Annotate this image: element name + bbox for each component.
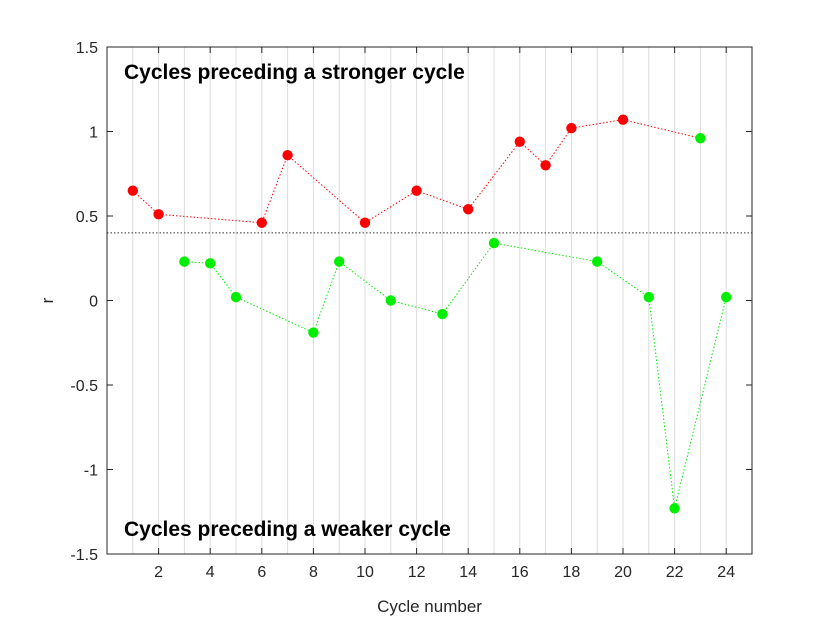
x-tick-label: 10 bbox=[356, 564, 374, 581]
y-tick-label: -1.5 bbox=[70, 547, 98, 564]
x-tick-label: 8 bbox=[309, 564, 318, 581]
y-tick-label: 0.5 bbox=[76, 209, 98, 226]
data-point-weaker bbox=[385, 295, 396, 306]
y-tick-label: 1 bbox=[89, 125, 98, 142]
data-point-weaker bbox=[205, 258, 216, 269]
data-point-stronger bbox=[617, 114, 629, 125]
x-tick-label: 14 bbox=[459, 564, 477, 581]
x-tick-label: 4 bbox=[206, 564, 215, 581]
x-tick-label: 22 bbox=[666, 564, 684, 581]
data-point-stronger bbox=[540, 160, 551, 171]
y-tick-label: -1 bbox=[84, 463, 98, 480]
data-point-stronger bbox=[127, 185, 138, 196]
y-tick-label: 0 bbox=[89, 294, 98, 311]
annotation-stronger: Cycles preceding a stronger cycle bbox=[124, 61, 465, 84]
data-point-weaker bbox=[179, 256, 190, 267]
data-point-weaker bbox=[334, 256, 345, 267]
data-point-stronger bbox=[566, 122, 577, 134]
data-point-stronger bbox=[153, 209, 164, 220]
data-point-weaker bbox=[669, 503, 680, 514]
series-line-weaker bbox=[184, 242, 727, 509]
y-tick-label: 1.5 bbox=[76, 40, 98, 57]
data-point-stronger bbox=[282, 149, 293, 161]
data-point-weaker bbox=[643, 291, 654, 303]
x-axis-label: Cycle number bbox=[377, 597, 482, 616]
x-tick-label: 20 bbox=[614, 564, 632, 581]
series-layer bbox=[127, 114, 732, 514]
x-tick-label: 24 bbox=[717, 564, 735, 581]
x-tick-label: 2 bbox=[154, 564, 163, 581]
data-point-stronger bbox=[256, 217, 267, 228]
data-point-weaker bbox=[721, 291, 732, 303]
data-point-stronger bbox=[463, 204, 474, 215]
data-point-weaker bbox=[437, 308, 448, 320]
ticks-layer: 2 4 6 8 10 12 14 16 18 20 22 24-1.5-1-0.500.511.5 bbox=[70, 40, 752, 581]
x-tick-label: 12 bbox=[408, 564, 426, 581]
data-point-weaker bbox=[230, 291, 242, 303]
series-line-stronger bbox=[132, 119, 701, 224]
y-tick-label: -0.5 bbox=[70, 378, 98, 395]
data-point-stronger bbox=[359, 217, 371, 228]
x-tick-label: 18 bbox=[563, 564, 581, 581]
data-point-weaker bbox=[592, 256, 603, 267]
grid-layer bbox=[132, 47, 727, 554]
y-axis-label: r bbox=[38, 297, 57, 303]
data-point-weaker bbox=[308, 327, 319, 338]
data-point-weaker bbox=[488, 237, 500, 249]
annotation-weaker: Cycles preceding a weaker cycle bbox=[124, 518, 451, 541]
plot-frame bbox=[106, 46, 753, 555]
data-point-stronger bbox=[411, 185, 422, 196]
data-point-stronger bbox=[695, 133, 706, 144]
x-tick-label: 6 bbox=[257, 564, 266, 581]
data-point-stronger bbox=[514, 136, 525, 147]
x-tick-label: 16 bbox=[511, 564, 529, 581]
